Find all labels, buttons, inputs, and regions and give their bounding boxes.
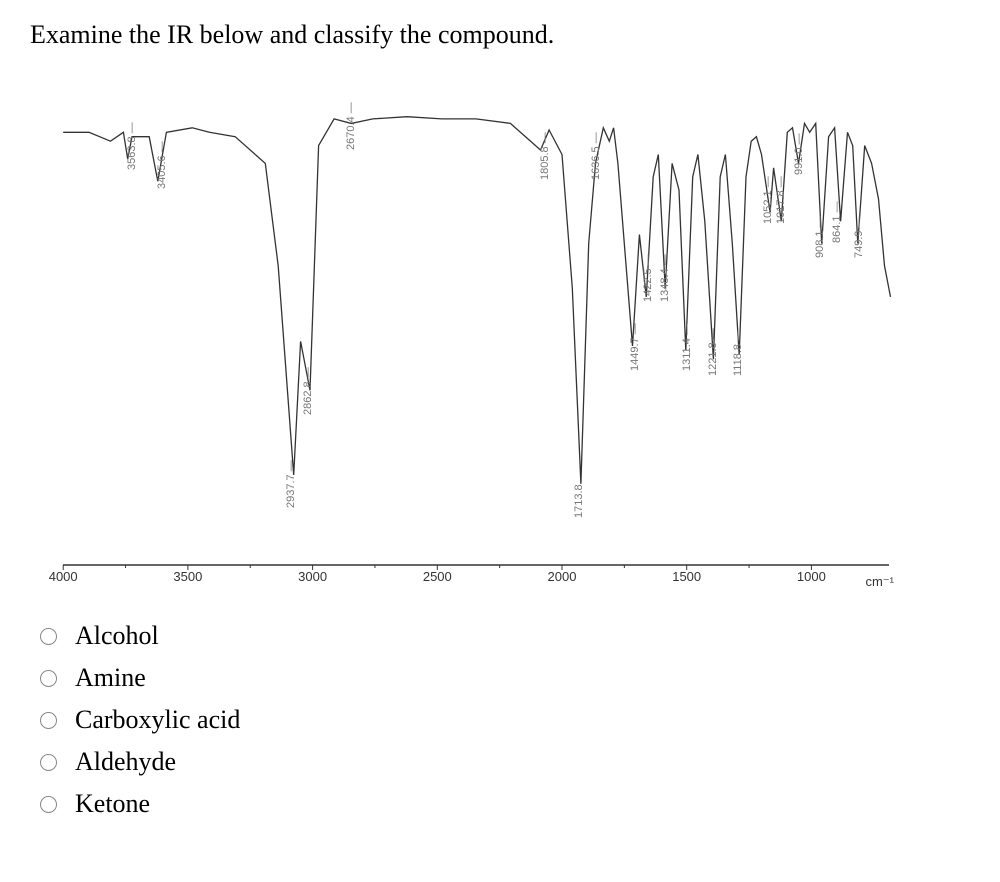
x-tick-label: 2500 xyxy=(423,569,452,584)
peak-label: 1118.8 — xyxy=(732,329,744,375)
radio-icon[interactable] xyxy=(40,670,57,687)
option-row[interactable]: Amine xyxy=(40,657,1000,699)
option-label: Ketone xyxy=(75,789,150,819)
option-row[interactable]: Alcohol xyxy=(40,615,1000,657)
peak-label: 1311.4 — xyxy=(681,324,693,371)
x-axis-unit: cm⁻¹ xyxy=(865,574,894,590)
ir-spectrum-chart: 3563.8 — 3405.6 — 2937.7 — 2862.8 — 2670.4 —… xyxy=(46,100,906,590)
radio-icon[interactable] xyxy=(40,628,57,645)
option-label: Alcohol xyxy=(75,621,159,651)
radio-icon[interactable] xyxy=(40,754,57,771)
peak-label: 1805.8 — xyxy=(539,132,551,180)
answer-options: Alcohol Amine Carboxylic acid Aldehyde K… xyxy=(40,615,1000,825)
x-tick-label: 2000 xyxy=(548,569,577,584)
peak-label: 1017.8 — xyxy=(775,176,787,224)
peak-label: 3405.6 — xyxy=(156,142,168,190)
peak-label: 1348.4 — xyxy=(659,254,671,302)
peak-label: 1713.8 xyxy=(573,484,585,518)
peak-label: 749.9 — xyxy=(853,216,865,258)
x-tick-label: 3000 xyxy=(298,569,327,584)
peak-label: 1221.8 — xyxy=(707,328,719,376)
x-tick-label: 1500 xyxy=(672,569,701,584)
x-tick-label: 1000 xyxy=(797,569,826,584)
option-row[interactable]: Carboxylic acid xyxy=(40,699,1000,741)
peak-label: 2670.4 — xyxy=(345,102,357,150)
option-row[interactable]: Ketone xyxy=(40,783,1000,825)
option-label: Amine xyxy=(75,663,146,693)
option-label: Aldehyde xyxy=(75,747,176,777)
option-row[interactable]: Aldehyde xyxy=(40,741,1000,783)
peak-label: 991.0 — xyxy=(793,133,805,175)
x-tick-label: 3500 xyxy=(173,569,202,584)
x-tick-label: 4000 xyxy=(49,569,78,584)
peak-label: 1422.5 — xyxy=(642,254,654,302)
peak-label: 2862.8 — xyxy=(302,367,314,415)
question-prompt: Examine the IR below and classify the co… xyxy=(0,0,1000,60)
radio-icon[interactable] xyxy=(40,712,57,729)
peak-label: 864.1 — xyxy=(831,202,843,244)
radio-icon[interactable] xyxy=(40,796,57,813)
peak-label: 3563.8 — xyxy=(126,122,138,170)
peak-label: 908.1 — xyxy=(814,216,826,258)
peak-label: 1636.5 — xyxy=(590,132,602,180)
peak-label: 1052.1 — xyxy=(762,176,774,224)
spectrum-svg xyxy=(46,100,906,590)
peak-label: 2937.7 — xyxy=(285,460,297,508)
option-label: Carboxylic acid xyxy=(75,705,240,735)
peak-label: 1449.7 — xyxy=(629,323,641,371)
